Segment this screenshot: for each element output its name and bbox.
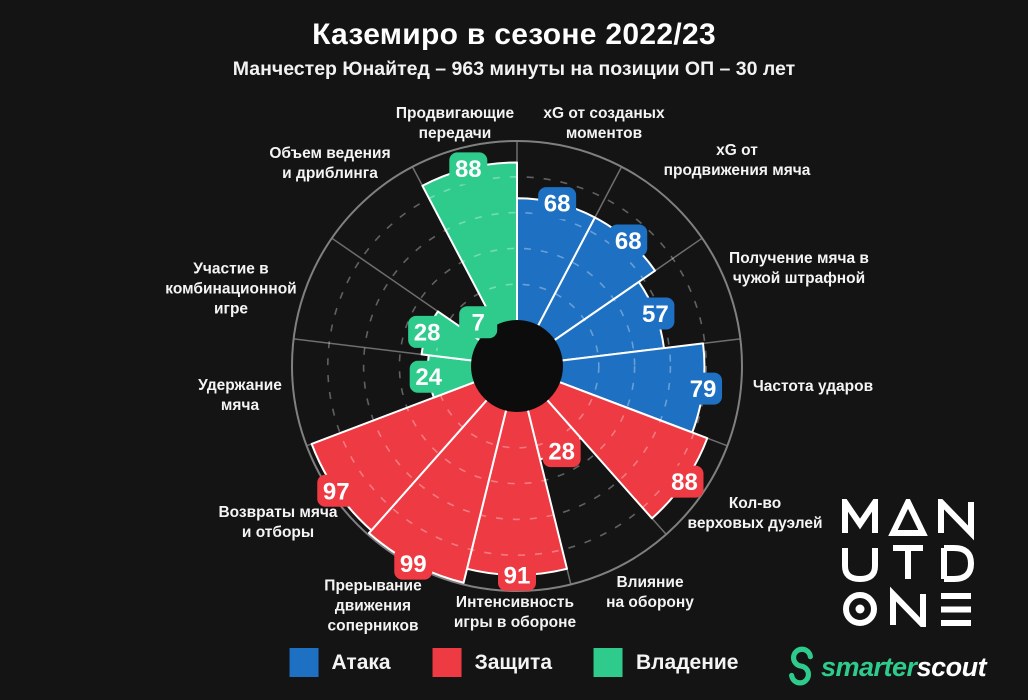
value-badge-number: 88	[455, 156, 482, 183]
logo-letter-n2	[890, 586, 926, 627]
smarterscout-icon	[789, 646, 813, 686]
value-badge	[394, 547, 433, 580]
grid-ring-80	[326, 176, 707, 556]
value-badge	[609, 224, 648, 257]
value-badge-number: 88	[671, 469, 698, 496]
logo-letter-e	[941, 593, 971, 626]
smarterscout-logo: smarterscout	[786, 643, 987, 691]
value-badge-number: 68	[544, 191, 571, 218]
value-badge-number: 57	[642, 301, 669, 328]
smarterscout-text: smarterscout	[821, 651, 987, 683]
value-badge	[459, 306, 498, 339]
value-badge	[684, 372, 723, 405]
value-badge	[317, 474, 356, 507]
legend-swatch-defense	[432, 648, 462, 677]
value-badge	[665, 465, 704, 498]
value-badge	[449, 152, 488, 185]
grid-ring-40	[398, 247, 636, 485]
value-badge	[498, 558, 536, 591]
legend-item-possession: Владение	[594, 648, 738, 677]
value-badge-number: 97	[323, 478, 350, 505]
chart-hub	[471, 320, 563, 412]
value-badge-number: 24	[415, 364, 442, 391]
legend-label-attack: Атака	[331, 650, 391, 674]
value-badge-number: 7	[472, 310, 485, 337]
value-badge-number: 79	[690, 376, 717, 403]
value-badge-number: 68	[615, 228, 642, 255]
value-badge	[409, 360, 448, 393]
legend-swatch-attack	[289, 648, 319, 677]
logo-letter-m	[842, 499, 878, 533]
value-badge-number: 28	[414, 319, 441, 346]
smarterscout-text-smarter: smarter	[821, 651, 917, 682]
smarterscout-text-scout: scout	[916, 651, 987, 682]
logo-letter-n	[938, 499, 974, 541]
value-badge-number: 91	[504, 562, 531, 589]
man-utd-one-logo	[842, 499, 974, 627]
value-badge	[408, 315, 447, 348]
legend-item-attack: Атака	[289, 648, 391, 677]
page-title: Каземиро в сезоне 2022/23	[312, 18, 716, 51]
page-subtitle: Манчестер Юнайтед – 963 минуты на позици…	[232, 58, 796, 80]
value-badge	[636, 297, 675, 330]
legend-swatch-possession	[594, 648, 624, 677]
value-badge-number: 99	[400, 551, 427, 578]
logo-letter-d	[941, 545, 974, 582]
legend-item-defense: Защита	[432, 648, 553, 677]
outer-ring	[291, 140, 743, 592]
legend-label-defense: Защита	[474, 650, 553, 674]
logo-letter-u	[842, 548, 878, 583]
grid-ring-60	[362, 211, 672, 521]
logo-letter-a	[888, 499, 928, 536]
logo-letter-o	[843, 592, 877, 626]
value-badge	[542, 435, 581, 468]
legend: Атака Защита Владение	[289, 648, 738, 677]
value-badge	[538, 187, 577, 220]
logo-letter-t	[893, 545, 923, 579]
legend-label-possession: Владение	[636, 650, 739, 674]
value-badge-number: 28	[548, 439, 575, 466]
